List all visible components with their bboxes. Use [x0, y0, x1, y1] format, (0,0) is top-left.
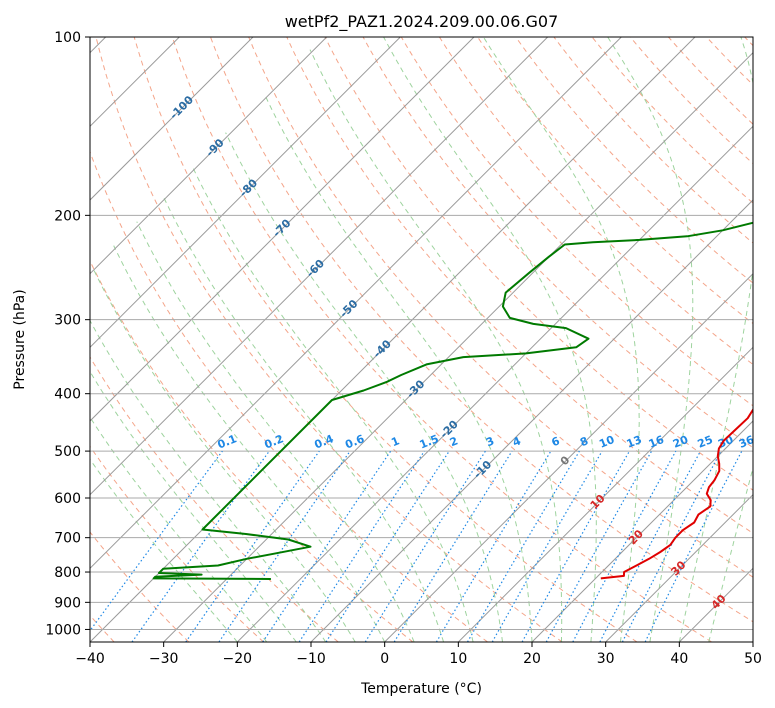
mixing-ratio-line — [298, 450, 425, 642]
x-tick-label: 30 — [597, 651, 615, 667]
isotherm — [752, 641, 753, 642]
y-tick-label: 1000 — [45, 622, 81, 638]
moist-adiabat — [136, 221, 415, 642]
moist-adiabat — [191, 165, 474, 642]
x-tick-label: 0 — [380, 651, 389, 667]
dry-adiabat — [248, 37, 753, 578]
isotherm — [457, 346, 753, 642]
dry-adiabat — [90, 531, 190, 642]
mixing-ratio-label: 16 — [647, 433, 666, 451]
dry-adiabat — [133, 37, 638, 642]
y-tick-label: 700 — [54, 531, 81, 547]
plot-frame — [89, 36, 754, 643]
moist-adiabat — [90, 416, 268, 642]
moist-adiabat — [482, 37, 640, 642]
chart-title: wetPf2_PAZ1.2024.209.00.06.G07 — [285, 12, 559, 32]
isotherm — [236, 125, 753, 642]
moist-adiabat — [162, 195, 445, 642]
moist-adiabat — [383, 37, 597, 642]
isotherm — [90, 37, 328, 275]
isotherm — [90, 37, 549, 496]
isotherm — [90, 37, 696, 642]
dry-adiabat — [438, 37, 753, 366]
isotherm — [90, 37, 401, 349]
mixing-ratio-line — [572, 450, 677, 642]
x-tick-label: −20 — [223, 651, 253, 667]
y-tick-label: 300 — [54, 313, 81, 329]
mixing-ratio-label: 25 — [696, 433, 715, 451]
y-tick-label: 800 — [54, 565, 81, 581]
dry-adiabat — [515, 37, 753, 284]
y-tick-label: 600 — [54, 491, 81, 507]
x-tick-label: −10 — [296, 651, 326, 667]
temperature-profile — [600, 407, 753, 580]
x-tick-label: 40 — [670, 651, 688, 667]
mixing-ratio-label: 13 — [625, 433, 644, 451]
mixing-ratio-label: 36 — [737, 433, 756, 451]
dewpoint-profile — [152, 221, 753, 580]
isotherm — [90, 37, 622, 570]
isotherm — [531, 420, 753, 642]
mixing-ratio-label: 2 — [448, 434, 460, 449]
x-axis-label: Temperature (°C) — [360, 681, 482, 697]
isotherm — [605, 493, 753, 642]
moist-adiabat — [92, 267, 356, 642]
mixing-ratio-line — [131, 450, 270, 642]
mixing-ratio-label: 3 — [484, 434, 496, 449]
isotherm — [163, 51, 753, 642]
dry-adiabat — [210, 37, 753, 623]
mixing-ratio-line — [185, 450, 320, 642]
moist-adiabat — [607, 37, 694, 642]
mixing-ratio-label: 1 — [389, 434, 401, 449]
y-tick-label: 100 — [54, 30, 81, 46]
y-tick-label: 900 — [54, 595, 81, 611]
y-tick-label: 400 — [54, 387, 81, 403]
moist-adiabat — [90, 319, 327, 642]
mixing-ratio-label: 20 — [671, 433, 690, 451]
isotherm — [90, 37, 475, 422]
moist-adiabat — [309, 49, 563, 642]
dry-adiabat — [171, 37, 712, 642]
dry-adiabat — [90, 356, 339, 642]
mixing-ratio-line — [521, 450, 631, 642]
y-axis-label: Pressure (hPa) — [12, 289, 28, 389]
mixing-ratio-line — [90, 450, 223, 632]
mixing-ratio-label: 10 — [597, 433, 616, 451]
mixing-ratio-line — [644, 450, 743, 642]
isotherm — [384, 272, 753, 642]
mixing-ratio-label: 8 — [578, 434, 590, 449]
y-tick-label: 500 — [54, 444, 81, 460]
mixing-ratio-line — [325, 450, 450, 642]
y-tick-label: 200 — [54, 208, 81, 224]
moist-adiabat — [113, 245, 386, 642]
x-tick-label: −40 — [75, 651, 105, 667]
dry-adiabat — [90, 150, 488, 642]
dry-adiabat — [95, 37, 563, 642]
x-tick-label: −30 — [149, 651, 179, 667]
mixing-ratio-line — [262, 450, 392, 642]
isotherm — [310, 199, 753, 642]
mixing-ratio-line — [393, 450, 513, 642]
x-tick-label: 50 — [744, 651, 762, 667]
x-tick-label: 20 — [523, 651, 541, 667]
x-tick-label: 10 — [449, 651, 467, 667]
dry-adiabat — [400, 37, 753, 407]
isotherm — [90, 37, 254, 201]
dry-adiabat — [90, 445, 264, 642]
mixing-ratio-line — [545, 450, 653, 642]
mixing-ratio-line — [218, 450, 351, 642]
